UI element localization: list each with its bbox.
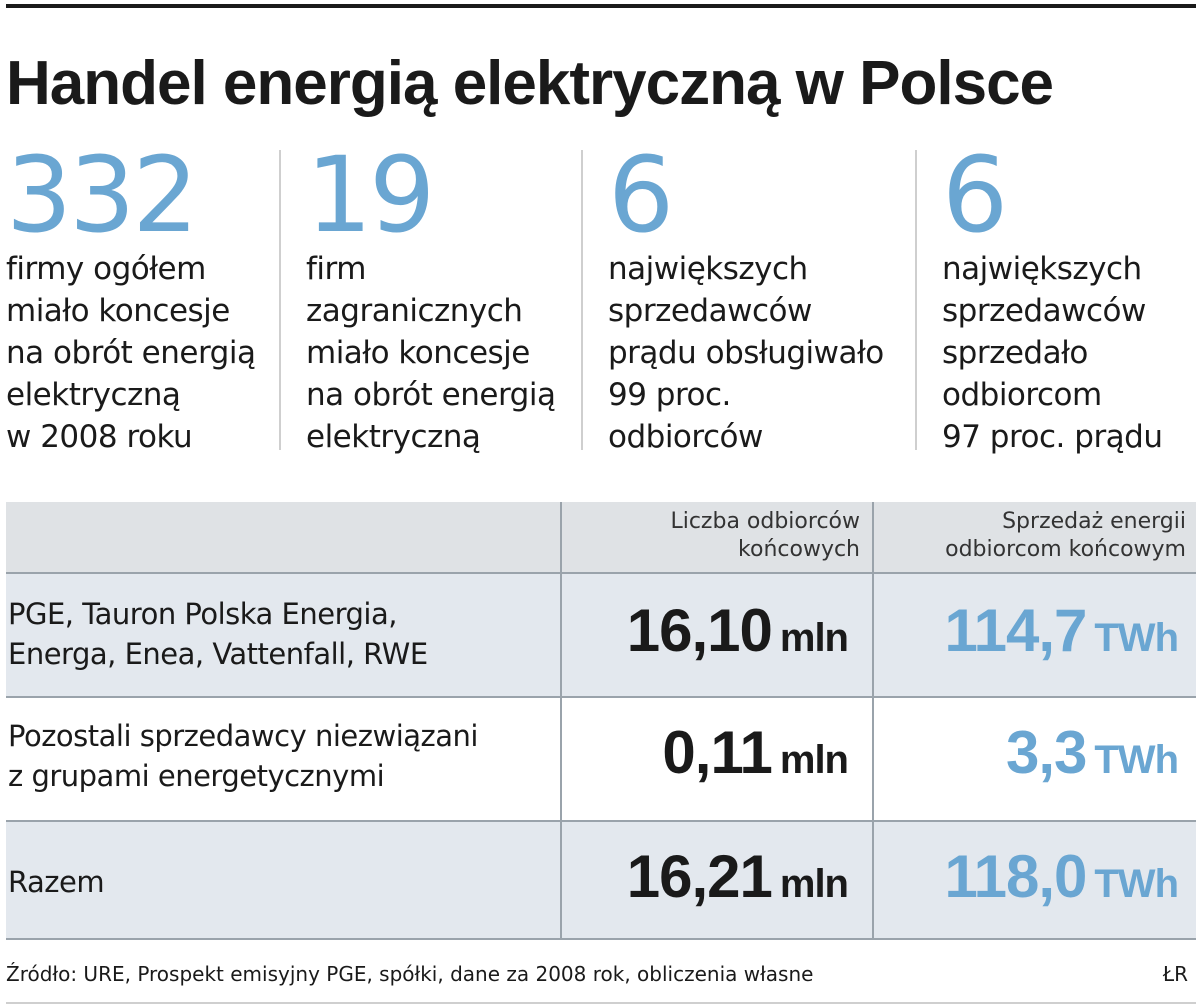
source-note: Źródło: URE, Prospekt emisyjny PGE, spół… (6, 962, 814, 986)
sales-number: 3,3 (1005, 719, 1087, 786)
table-divider (6, 820, 1196, 822)
table-column-divider (872, 502, 874, 940)
sales-value: 118,0 TWh (944, 842, 1179, 911)
customers-value: 16,10 mln (626, 596, 849, 665)
sales-value: 3,3 TWh (1005, 718, 1179, 787)
stats-row: 332 firmy ogółem miało koncesje na obrót… (0, 140, 1200, 460)
sales-unit: TWh (1094, 862, 1179, 906)
table-divider (6, 696, 1196, 698)
table-row: Pozostali sprzedawcy niezwiązani z grupa… (6, 696, 1196, 820)
sales-unit: TWh (1094, 616, 1179, 660)
sales-number: 118,0 (944, 843, 1088, 910)
stat-block-largest-sellers-customers: 6 największych sprzedawców prądu obsługi… (608, 140, 908, 460)
table-divider (6, 572, 1196, 574)
column-header-sales: Sprzedaż energii odbiorcom końcowym (945, 509, 1186, 562)
stat-block-largest-sellers-energy: 6 największych sprzedawców sprzedało odb… (942, 140, 1192, 460)
stat-description: największych sprzedawców sprzedało odbio… (942, 251, 1163, 455)
column-divider (581, 150, 583, 450)
customers-value: 0,11 mln (662, 718, 849, 787)
row-label: Razem (8, 865, 105, 899)
table-header-row: Liczba odbiorców końcowych Sprzedaż ener… (6, 502, 1196, 572)
stat-block-firms-total: 332 firmy ogółem miało koncesje na obrót… (6, 140, 266, 460)
customers-unit: mln (779, 862, 849, 906)
stat-block-foreign-firms: 19 firm zagranicznych miało koncesje na … (306, 140, 576, 460)
table-divider (6, 938, 1196, 940)
data-table: Liczba odbiorców końcowych Sprzedaż ener… (6, 502, 1196, 940)
customers-number: 16,10 (626, 597, 773, 664)
page-title: Handel energią elektryczną w Polsce (6, 49, 1054, 118)
table-row: PGE, Tauron Polska Energia, Energa, Enea… (6, 572, 1196, 696)
column-divider (915, 150, 917, 450)
stat-description: firmy ogółem miało koncesje na obrót ene… (6, 251, 256, 455)
row-label: PGE, Tauron Polska Energia, Energa, Enea… (8, 597, 428, 671)
stat-number: 19 (306, 134, 435, 256)
stat-description: największych sprzedawców prądu obsługiwa… (608, 251, 884, 455)
column-divider (279, 150, 281, 450)
bottom-rule (6, 1002, 1196, 1004)
column-header-customers: Liczba odbiorców końcowych (670, 509, 860, 562)
top-rule (6, 4, 1196, 8)
customers-number: 0,11 (662, 719, 772, 786)
sales-number: 114,7 (944, 597, 1088, 664)
table-row: Razem 16,21 mln 118,0 TWh (6, 820, 1196, 940)
row-label: Pozostali sprzedawcy niezwiązani z grupa… (8, 719, 478, 793)
stat-description: firm zagranicznych miało koncesje na obr… (306, 251, 556, 455)
stat-number: 6 (942, 134, 1008, 256)
customers-number: 16,21 (626, 843, 773, 910)
author-initials: ŁR (1162, 962, 1188, 986)
stat-number: 6 (608, 134, 674, 256)
customers-unit: mln (779, 616, 849, 660)
table-column-divider (560, 502, 562, 940)
sales-value: 114,7 TWh (944, 596, 1179, 665)
customers-value: 16,21 mln (626, 842, 849, 911)
customers-unit: mln (779, 738, 849, 782)
stat-number: 332 (6, 134, 199, 256)
sales-unit: TWh (1094, 738, 1179, 782)
